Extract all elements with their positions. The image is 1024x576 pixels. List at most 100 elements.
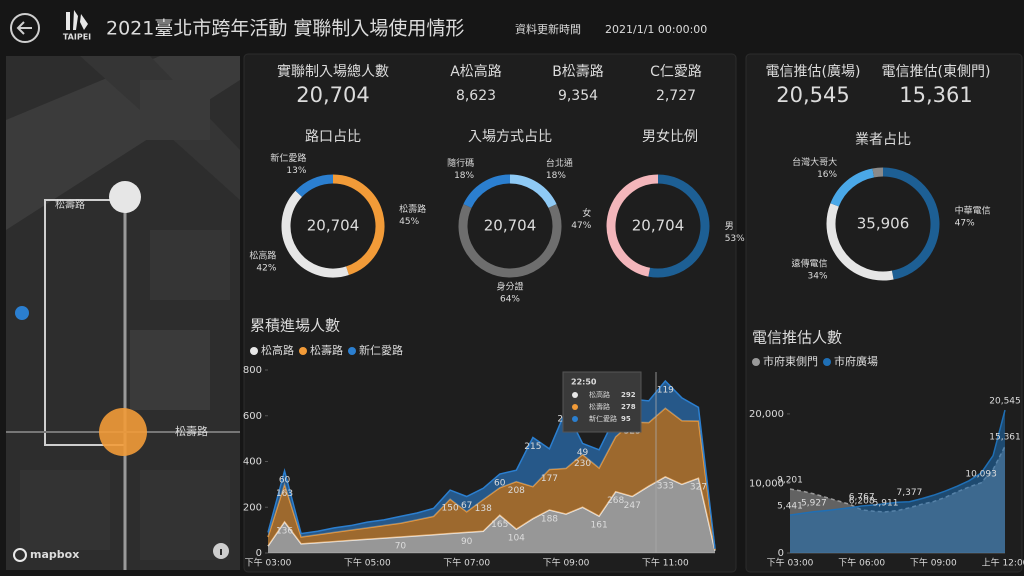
mapbox-icon	[13, 548, 27, 562]
data-label: 60	[279, 475, 291, 485]
tooltip-time: 22:50	[571, 378, 597, 387]
area-line	[789, 409, 1006, 516]
map-building	[20, 470, 110, 550]
tooltip-name: 松壽路	[589, 402, 610, 411]
y-tick-label: 20,000	[749, 409, 784, 420]
area-fill	[268, 476, 715, 553]
donut-label: 身分證	[496, 281, 523, 293]
data-label: 230	[574, 459, 591, 469]
page-title: 2021臺北市跨年活動 實聯制入場使用情形	[106, 18, 464, 40]
kpi-value: 8,623	[456, 88, 496, 104]
data-label: 136	[276, 526, 293, 536]
data-label: 177	[541, 474, 558, 484]
data-label: 163	[276, 489, 293, 499]
back-button[interactable]	[10, 13, 40, 43]
data-label: 188	[541, 514, 558, 524]
area-line	[267, 475, 716, 551]
tooltip-marker	[572, 392, 578, 398]
legend-label: 市府東側門	[763, 354, 818, 368]
map-building	[140, 470, 230, 560]
update-label: 資料更新時間	[515, 22, 581, 36]
map-building	[150, 230, 230, 300]
donut-value-label: 47%	[955, 219, 975, 229]
data-label: 165	[491, 520, 508, 530]
tooltip-marker	[572, 416, 578, 422]
donut-label: 遠傳電信	[792, 257, 828, 269]
logo-text: TAIPEI	[63, 33, 91, 42]
map-point[interactable]	[99, 408, 147, 456]
data-label: 208	[508, 486, 525, 496]
logo: TAIPEI	[63, 10, 91, 42]
donut-center: 35,906	[857, 215, 910, 233]
map-building	[130, 330, 210, 410]
y-tick-label: 200	[243, 502, 262, 513]
data-label: 9,201	[777, 476, 803, 486]
donut-segment	[648, 174, 710, 278]
telecom-panel	[745, 53, 1023, 573]
donut-label: 新仁愛路	[270, 152, 306, 164]
donut-label: 女	[582, 207, 591, 219]
map-attribution: mapbox	[30, 548, 79, 561]
donut-value-label: 18%	[546, 171, 566, 181]
donut-value-label: 64%	[500, 295, 520, 305]
donut-value-label: 47%	[571, 221, 591, 231]
data-label: 138	[475, 504, 492, 514]
donut-segment	[606, 174, 659, 277]
logo-mark	[66, 10, 88, 30]
chart-title: 累積進場人數	[250, 317, 340, 335]
data-label: 10,093	[965, 469, 997, 479]
donut-label: 松高路	[249, 249, 276, 261]
back-circle[interactable]	[10, 13, 40, 43]
area-fill	[790, 410, 1005, 553]
donut-label: 台灣大哥大	[792, 156, 837, 168]
area-line	[789, 445, 1006, 513]
tooltip-value: 278	[621, 403, 636, 411]
y-tick-label: 600	[243, 411, 262, 422]
map-street-label: 松壽路	[175, 424, 208, 438]
y-tick-label: 800	[243, 365, 262, 376]
info-glyph	[220, 549, 222, 555]
kpi-label: B松壽路	[552, 64, 604, 80]
kpi-value: 20,704	[296, 83, 369, 107]
donut-segment	[281, 190, 349, 278]
legend-marker	[752, 358, 760, 366]
back-arrow[interactable]	[16, 21, 32, 35]
donut-center: 20,704	[484, 217, 537, 235]
donut-segment	[295, 174, 334, 198]
donut-center: 20,704	[307, 217, 360, 235]
tooltip	[562, 371, 642, 433]
kpi-value: 2,727	[656, 88, 696, 104]
donut-segment	[332, 174, 385, 275]
donut-value-label: 18%	[454, 171, 474, 181]
donut-label: 男	[725, 221, 734, 232]
donut-segment	[463, 174, 511, 209]
donut-value-label: 13%	[286, 166, 306, 176]
area-fill	[268, 408, 715, 551]
donut-segment	[509, 174, 557, 209]
donut-title: 入場方式占比	[468, 129, 552, 145]
tooltip-marker	[572, 404, 578, 410]
map-point[interactable]	[109, 181, 141, 213]
donut-segment	[826, 203, 894, 281]
map-point[interactable]	[15, 306, 29, 320]
kpi-label: A松高路	[450, 63, 502, 80]
donut-value-label: 34%	[808, 271, 828, 281]
legend-marker	[348, 347, 356, 355]
kpi-value: 15,361	[899, 83, 972, 107]
map[interactable]: 松壽路 松壽路 mapbox	[6, 56, 240, 570]
data-label: 6,208	[849, 496, 875, 506]
legend-marker	[823, 358, 831, 366]
data-label: 104	[508, 534, 525, 544]
data-label: 247	[624, 501, 641, 511]
kpi-label: 實聯制入場總人數	[277, 63, 389, 80]
donut-title: 路口占比	[305, 129, 361, 145]
data-label: 5,911	[873, 498, 899, 508]
legend-label: 松高路	[261, 343, 294, 357]
data-label: 90	[461, 537, 473, 547]
data-label: 268	[607, 496, 624, 506]
legend-label: 市府廣場	[834, 354, 878, 368]
data-label: 60	[494, 479, 506, 489]
data-label: 333	[657, 481, 674, 491]
